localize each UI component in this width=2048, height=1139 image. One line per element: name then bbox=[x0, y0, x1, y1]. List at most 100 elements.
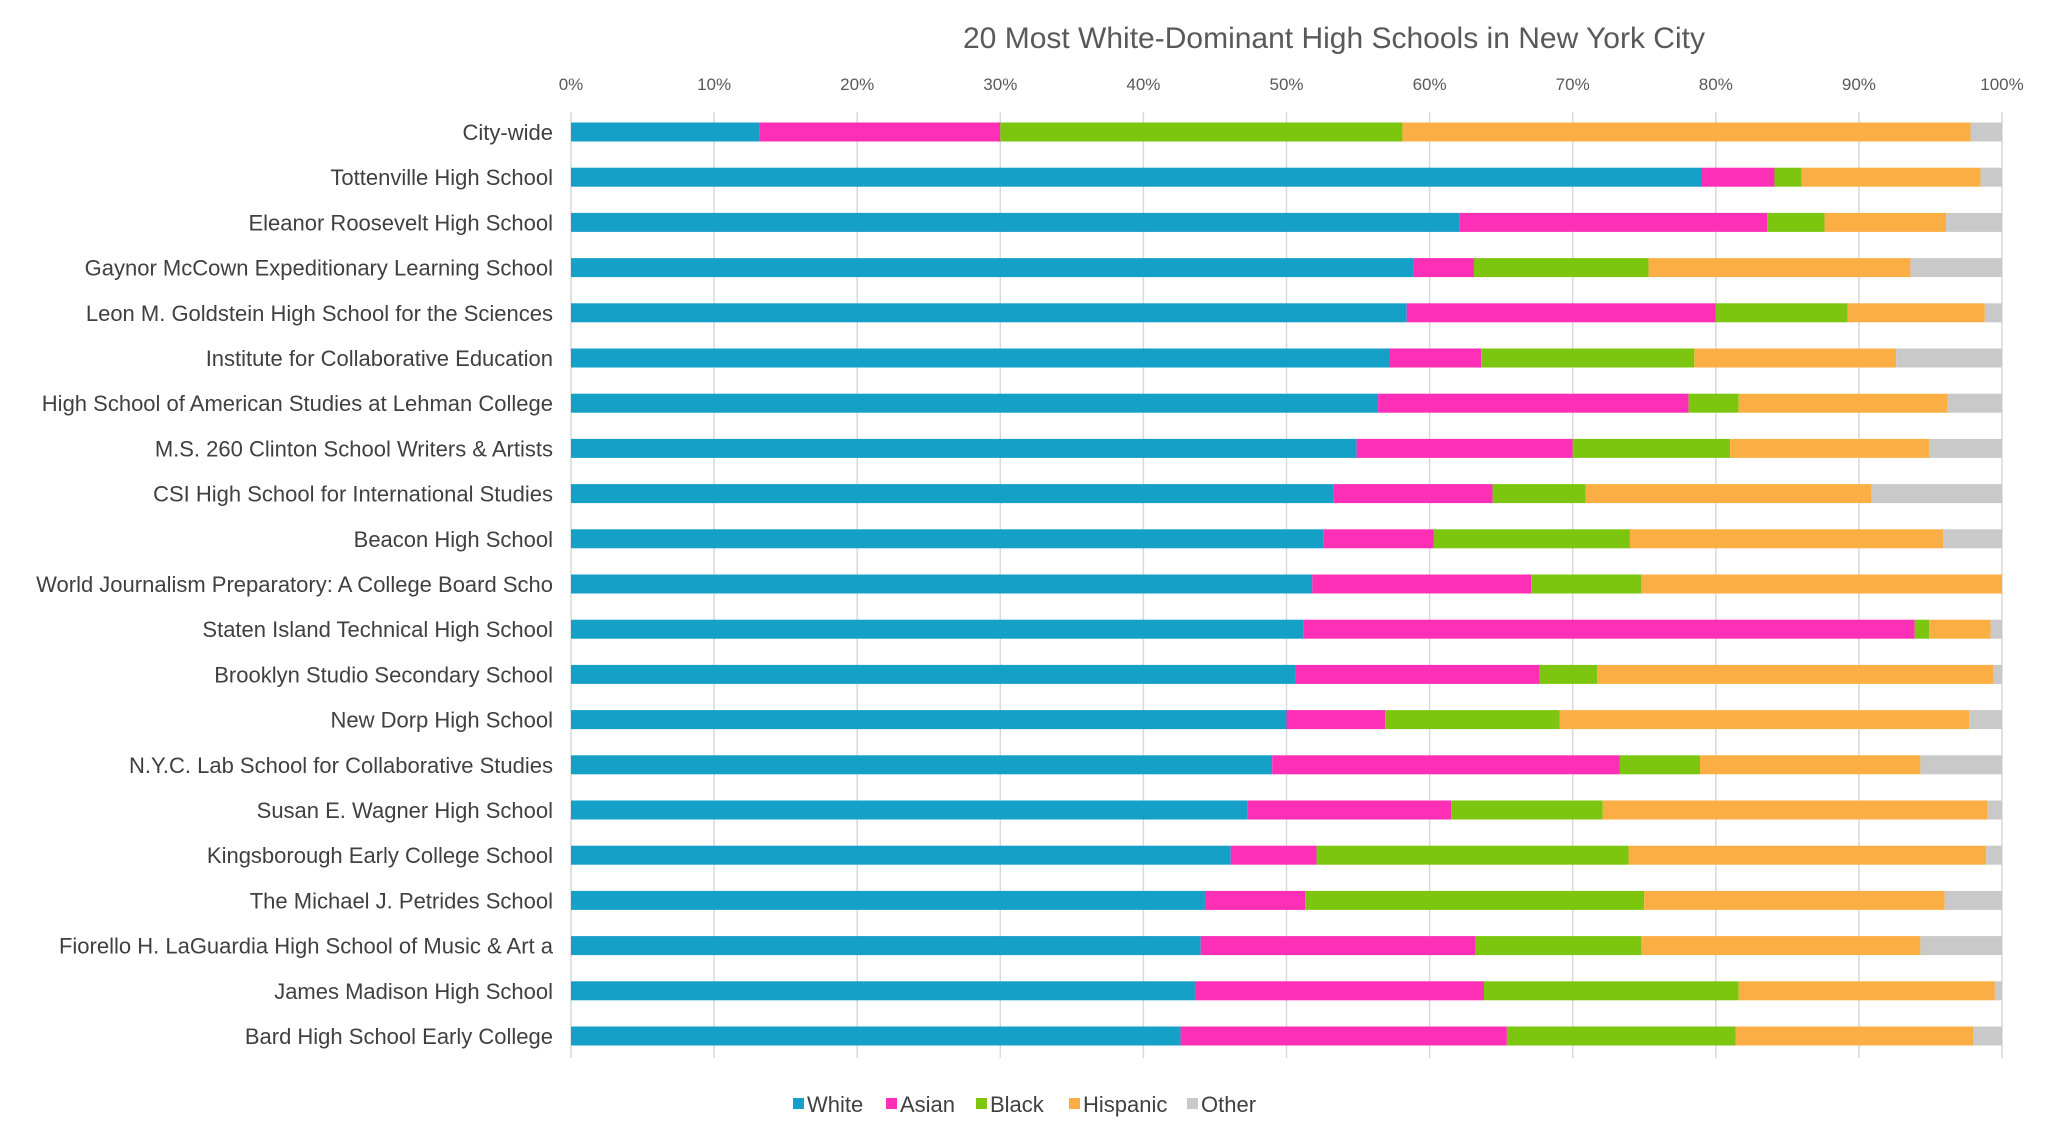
category-label: High School of American Studies at Lehma… bbox=[42, 391, 553, 416]
bar-segment-other bbox=[1986, 845, 2002, 865]
bar-segment-asian bbox=[1389, 348, 1482, 368]
bar-segment-asian bbox=[1295, 664, 1540, 684]
bar-segment-white bbox=[571, 800, 1248, 820]
bar-segment-other bbox=[1970, 122, 2002, 142]
bar-segment-asian bbox=[1230, 845, 1317, 865]
bar-segment-asian bbox=[1286, 710, 1386, 730]
bar-segment-black bbox=[1914, 619, 1930, 639]
bar-segment-other bbox=[1929, 438, 2002, 458]
bar-segment-black bbox=[1539, 664, 1598, 684]
x-tick-label: 0% bbox=[559, 75, 584, 94]
bar-segment-asian bbox=[1701, 167, 1775, 187]
bar-segment-hispanic bbox=[1824, 212, 1947, 232]
bar-segment-hispanic bbox=[1700, 755, 1921, 775]
bar-segment-hispanic bbox=[1602, 800, 1988, 820]
bar-segment-asian bbox=[1200, 936, 1476, 956]
category-label: Eleanor Roosevelt High School bbox=[248, 210, 553, 235]
bar-segment-white bbox=[571, 890, 1205, 910]
category-label: Staten Island Technical High School bbox=[202, 617, 553, 642]
bar-segment-white bbox=[571, 755, 1273, 775]
category-labels: City-wide Tottenville High School Eleanor … bbox=[36, 120, 554, 1049]
bar-segment-other bbox=[1944, 890, 2002, 910]
x-axis-tick-labels: 0% 10% 20% 30% 40% 50% 60% 70% 80% 90% 100% bbox=[559, 75, 2024, 94]
bar-segment-white bbox=[571, 122, 760, 142]
bar-segment-white bbox=[571, 393, 1379, 413]
bar-segment-black bbox=[1715, 303, 1848, 323]
x-tick-label: 40% bbox=[1126, 75, 1160, 94]
bar-segment-hispanic bbox=[1641, 574, 2002, 594]
bar-segment-black bbox=[1475, 936, 1642, 956]
bar-segment-other bbox=[1920, 936, 2002, 956]
x-tick-label: 90% bbox=[1842, 75, 1876, 94]
bar-segment-black bbox=[1473, 258, 1649, 278]
x-tick-label: 30% bbox=[983, 75, 1017, 94]
legend-swatch-other bbox=[1187, 1098, 1198, 1109]
bar-segment-other bbox=[1993, 664, 2002, 684]
x-tick-label: 20% bbox=[840, 75, 874, 94]
x-tick-label: 50% bbox=[1269, 75, 1303, 94]
bar-segment-asian bbox=[1272, 755, 1620, 775]
bar-segment-white bbox=[571, 167, 1702, 187]
legend-swatch-asian bbox=[886, 1098, 897, 1109]
legend-swatch-hispanic bbox=[1069, 1098, 1080, 1109]
bar-segment-hispanic bbox=[1628, 845, 1987, 865]
bar-segment-hispanic bbox=[1629, 529, 1944, 549]
legend-label-other: Other bbox=[1201, 1092, 1256, 1117]
bar-segment-asian bbox=[1459, 212, 1768, 232]
bar-segment-white bbox=[571, 574, 1313, 594]
legend: White Asian Black Hispanic Other bbox=[793, 1092, 1256, 1117]
bar-segment-other bbox=[1943, 529, 2002, 549]
bar-segment-black bbox=[1305, 890, 1645, 910]
category-label: Susan E. Wagner High School bbox=[257, 798, 553, 823]
bar-segment-asian bbox=[1413, 258, 1474, 278]
bar-segment-black bbox=[1451, 800, 1603, 820]
bar-segment-black bbox=[1688, 393, 1739, 413]
bar-segment-asian bbox=[1323, 529, 1434, 549]
bar-segment-hispanic bbox=[1597, 664, 1994, 684]
bar-segment-hispanic bbox=[1402, 122, 1971, 142]
x-tick-label: 100% bbox=[1980, 75, 2023, 94]
bar-segment-white bbox=[571, 529, 1324, 549]
bar-segment-white bbox=[571, 1026, 1181, 1046]
bar-segment-white bbox=[571, 619, 1304, 639]
bar-segment-white bbox=[571, 438, 1357, 458]
bar-segment-other bbox=[1871, 484, 2002, 504]
bar-segment-other bbox=[1994, 981, 2002, 1001]
x-tick-label: 10% bbox=[697, 75, 731, 94]
category-label: City-wide bbox=[463, 120, 553, 145]
bar-segment-other bbox=[1973, 1026, 2002, 1046]
bar-segment-asian bbox=[1247, 800, 1452, 820]
bar-segment-asian bbox=[1333, 484, 1493, 504]
bar-segment-white bbox=[571, 212, 1460, 232]
x-tick-label: 80% bbox=[1699, 75, 1733, 94]
category-label: World Journalism Preparatory: A College … bbox=[36, 572, 553, 597]
category-label: James Madison High School bbox=[274, 979, 553, 1004]
bar-segment-white bbox=[571, 484, 1334, 504]
bar-segment-white bbox=[571, 936, 1201, 956]
bar-segment-hispanic bbox=[1801, 167, 1981, 187]
bar-segment-white bbox=[571, 348, 1390, 368]
category-label: Tottenville High School bbox=[330, 165, 553, 190]
category-label: M.S. 260 Clinton School Writers & Artist… bbox=[155, 436, 553, 461]
bar-segment-white bbox=[571, 664, 1296, 684]
bar-segment-white bbox=[571, 981, 1195, 1001]
legend-label-asian: Asian bbox=[900, 1092, 955, 1117]
category-label: Leon M. Goldstein High School for the Sc… bbox=[86, 301, 553, 326]
legend-swatch-black bbox=[976, 1098, 987, 1109]
category-label: Brooklyn Studio Secondary School bbox=[214, 662, 553, 687]
bar-segment-white bbox=[571, 710, 1287, 730]
category-label: Bard High School Early College bbox=[245, 1024, 553, 1049]
category-label: The Michael J. Petrides School bbox=[250, 888, 553, 913]
bar-segment-black bbox=[1000, 122, 1403, 142]
bar-segment-hispanic bbox=[1735, 1026, 1974, 1046]
bar-segment-asian bbox=[1303, 619, 1915, 639]
bar-segment-black bbox=[1531, 574, 1642, 594]
category-label: New Dorp High School bbox=[330, 708, 553, 733]
bar-segment-asian bbox=[1356, 438, 1573, 458]
bar-segment-other bbox=[1980, 167, 2002, 187]
bar-segment-other bbox=[1984, 303, 2002, 323]
bar-segment-asian bbox=[1204, 890, 1306, 910]
bar-segment-white bbox=[571, 845, 1231, 865]
bar-segment-asian bbox=[1312, 574, 1532, 594]
